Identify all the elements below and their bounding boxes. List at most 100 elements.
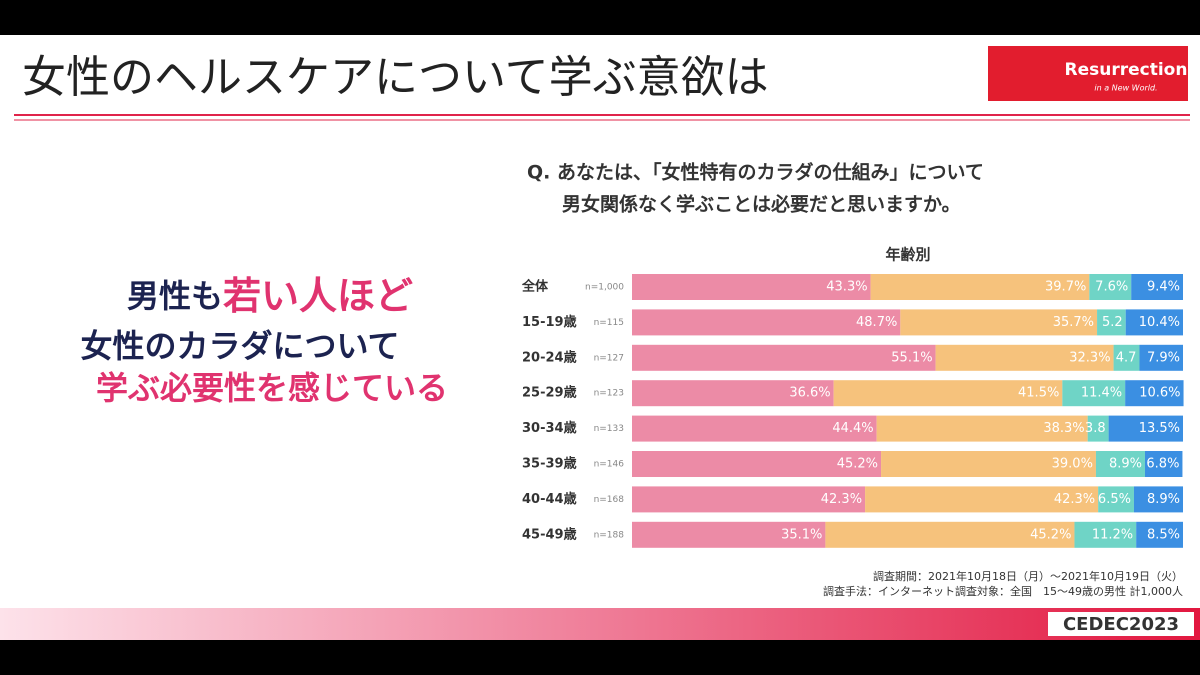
value-label: 8.9% bbox=[1147, 492, 1180, 507]
category-label: 15-19歳 bbox=[522, 314, 577, 330]
footer-band bbox=[0, 608, 1200, 640]
headline-line: 女性のカラダについて bbox=[80, 327, 399, 365]
logo-box bbox=[988, 46, 1188, 101]
sample-size: n=188 bbox=[594, 530, 625, 540]
sample-size: n=127 bbox=[594, 353, 624, 363]
value-label: 41.5% bbox=[1018, 386, 1059, 401]
value-label: 6.8% bbox=[1146, 457, 1179, 472]
category-label: 20-24歳 bbox=[522, 349, 577, 365]
question: Q. あなたは、「女性特有のカラダの仕組み」について bbox=[527, 161, 984, 184]
chart-title: 年齢別 bbox=[885, 246, 930, 264]
value-label: 38.3% bbox=[1043, 421, 1084, 436]
bar-segment bbox=[1062, 380, 1126, 407]
bar-segment bbox=[1097, 309, 1126, 336]
bar-segment bbox=[1136, 521, 1183, 548]
bar-segment bbox=[632, 380, 834, 407]
bar-segment bbox=[1113, 344, 1140, 371]
sample-size: n=1,000 bbox=[585, 283, 624, 293]
bar-segment bbox=[1139, 344, 1183, 371]
value-label: 10.6% bbox=[1139, 386, 1180, 401]
note: 調査手法：インターネット調査対象：全国 15～49歳の男性 計1,000人 bbox=[823, 584, 1183, 598]
value-label: 13.5% bbox=[1139, 421, 1180, 436]
value-label: 55.1% bbox=[891, 350, 932, 365]
value-label: 11.4% bbox=[1081, 386, 1122, 401]
bar-segment bbox=[1131, 274, 1183, 300]
bar-segment bbox=[1133, 486, 1183, 513]
bar-segment bbox=[1108, 415, 1183, 442]
bar-segment bbox=[632, 274, 871, 300]
bar-segment bbox=[881, 451, 1096, 477]
value-label: 4.7 bbox=[1116, 350, 1137, 365]
bar-segment bbox=[1098, 486, 1134, 513]
sample-size: n=123 bbox=[594, 389, 624, 399]
bar-segment bbox=[1095, 451, 1145, 477]
headline-emphasis: 若い人ほど bbox=[223, 274, 413, 318]
value-label: 35.7% bbox=[1053, 315, 1094, 330]
bar-segment bbox=[1125, 380, 1184, 407]
sample-size: n=133 bbox=[594, 424, 624, 434]
value-label: 9.4% bbox=[1147, 280, 1180, 295]
sample-size: n=146 bbox=[594, 460, 625, 470]
logo-tagline: in a New World. bbox=[1094, 84, 1157, 93]
value-label: 10.4% bbox=[1139, 315, 1180, 330]
value-label: 39.0% bbox=[1052, 457, 1093, 472]
bar-segment bbox=[632, 309, 901, 336]
value-label: 8.5% bbox=[1147, 527, 1180, 542]
value-label: 39.7% bbox=[1045, 280, 1086, 295]
bar-segment bbox=[935, 344, 1114, 371]
value-label: 48.7% bbox=[856, 315, 897, 330]
sample-size: n=115 bbox=[594, 318, 624, 328]
value-label: 8.9% bbox=[1109, 457, 1142, 472]
chart: 全体 n=1,000 43.3% 39.7% 7.6% 9.4% 15-19歳 n=115 48… bbox=[521, 274, 1184, 548]
slide-title: 女性のヘルスケアについて学ぶ意欲は bbox=[22, 52, 769, 103]
value-label: 45.2% bbox=[1030, 527, 1071, 542]
bar-segment bbox=[900, 309, 1098, 336]
bar-segment bbox=[632, 344, 936, 371]
category-label: 45-49歳 bbox=[522, 526, 577, 542]
bar-segment bbox=[833, 380, 1063, 407]
headline-line: 学ぶ必要性を感じている bbox=[96, 369, 448, 407]
bar-segment bbox=[1074, 521, 1137, 548]
bar-segment bbox=[825, 521, 1075, 548]
category-label: 40-44歳 bbox=[522, 491, 577, 507]
value-label: 35.1% bbox=[781, 527, 822, 542]
value-label: 42.3% bbox=[1054, 492, 1095, 507]
value-label: 36.6% bbox=[789, 386, 830, 401]
value-label: 11.2% bbox=[1092, 527, 1133, 542]
bar-segment bbox=[632, 415, 877, 442]
value-label: 7.6% bbox=[1095, 280, 1128, 295]
value-label: 32.3% bbox=[1069, 350, 1110, 365]
bar-segment bbox=[1144, 451, 1183, 477]
value-label: 43.3% bbox=[826, 280, 867, 295]
bar-segment bbox=[865, 486, 1099, 513]
headline-text: 男性も bbox=[127, 277, 223, 315]
bar-segment bbox=[1089, 274, 1132, 300]
note: 調査期間：2021年10月18日（月）～2021年10月19日（火） bbox=[873, 569, 1183, 583]
bar-segment bbox=[632, 521, 826, 548]
value-label: 3.8 bbox=[1085, 421, 1106, 436]
bar-segment bbox=[876, 415, 1088, 442]
value-label: 44.4% bbox=[832, 421, 873, 436]
bar-segment bbox=[1125, 309, 1183, 336]
category-label: 30-34歳 bbox=[522, 420, 577, 436]
headline-line: 男性も若い人ほど bbox=[127, 274, 413, 318]
bar-segment bbox=[1087, 415, 1109, 442]
sample-size: n=168 bbox=[594, 495, 625, 505]
event-name: CEDEC2023 bbox=[1063, 614, 1179, 635]
logo-name: Resurrection bbox=[1065, 60, 1188, 80]
bar-segment bbox=[870, 274, 1090, 300]
category-label: 25-29歳 bbox=[522, 385, 577, 401]
event-box bbox=[1048, 612, 1194, 636]
value-label: 7.9% bbox=[1147, 350, 1180, 365]
value-label: 45.2% bbox=[837, 457, 878, 472]
question: 男女関係なく学ぶことは必要だと思いますか。 bbox=[562, 193, 961, 216]
value-label: 42.3% bbox=[821, 492, 862, 507]
category-label: 35-39歳 bbox=[522, 456, 577, 472]
value-label: 6.5% bbox=[1098, 492, 1131, 507]
category-label: 全体 bbox=[521, 279, 549, 295]
value-label: 5.2 bbox=[1102, 315, 1123, 330]
bar-segment bbox=[632, 486, 866, 513]
bar-segment bbox=[632, 451, 882, 477]
